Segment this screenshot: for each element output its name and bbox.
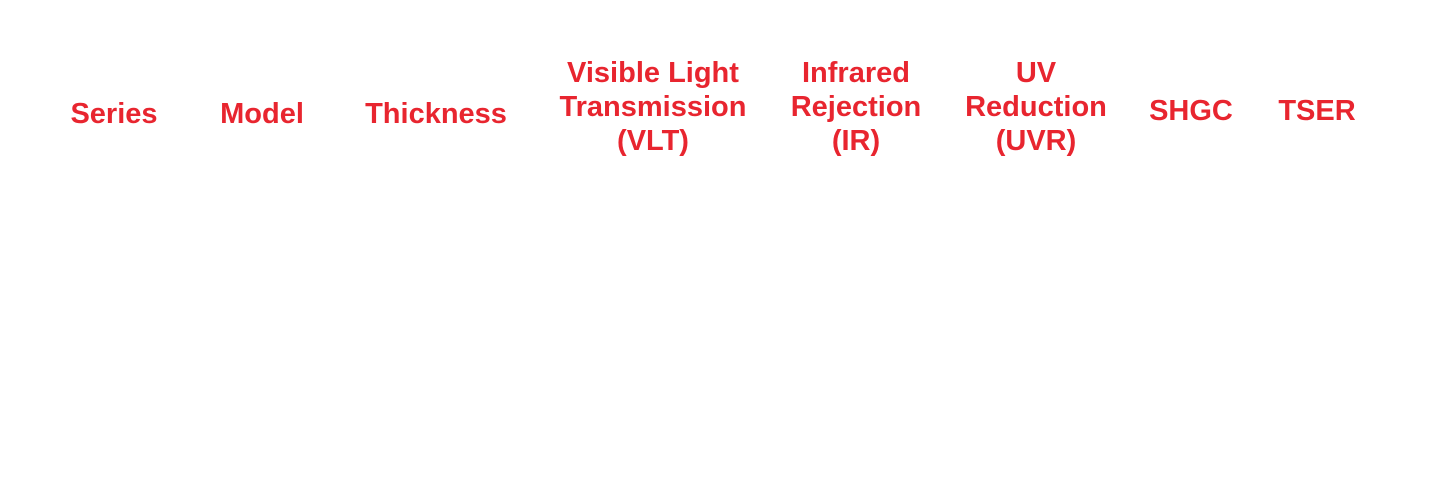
column-header-line: TSER bbox=[1278, 95, 1356, 127]
column-header-vlt: Visible Light Transmission (VLT) bbox=[540, 56, 766, 158]
column-header-model: Model bbox=[200, 97, 324, 131]
column-header-series: Series bbox=[52, 97, 176, 131]
column-header-line: Rejection bbox=[790, 91, 922, 123]
column-header-line: (IR) bbox=[831, 125, 881, 157]
column-header-shgc: SHGC bbox=[1134, 94, 1248, 128]
column-header-line: Reduction bbox=[965, 91, 1107, 123]
column-header-line: Thickness bbox=[365, 98, 507, 130]
column-header-line: Model bbox=[220, 98, 304, 130]
column-header-ir: Infrared Rejection (IR) bbox=[772, 56, 940, 158]
column-header-line: SHGC bbox=[1149, 95, 1233, 127]
column-header-line: Visible Light bbox=[567, 57, 739, 89]
column-header-line: Transmission bbox=[559, 91, 747, 123]
column-header-line: UV bbox=[1015, 57, 1057, 89]
column-header-line: Infrared bbox=[802, 57, 910, 89]
column-header-line: Series bbox=[70, 98, 158, 130]
column-header-tser: TSER bbox=[1262, 94, 1372, 128]
column-header-uvr: UV Reduction (UVR) bbox=[948, 56, 1124, 158]
column-header-line: (VLT) bbox=[617, 125, 689, 157]
column-header-thickness: Thickness bbox=[345, 97, 527, 131]
column-header-line: (UVR) bbox=[995, 125, 1077, 157]
